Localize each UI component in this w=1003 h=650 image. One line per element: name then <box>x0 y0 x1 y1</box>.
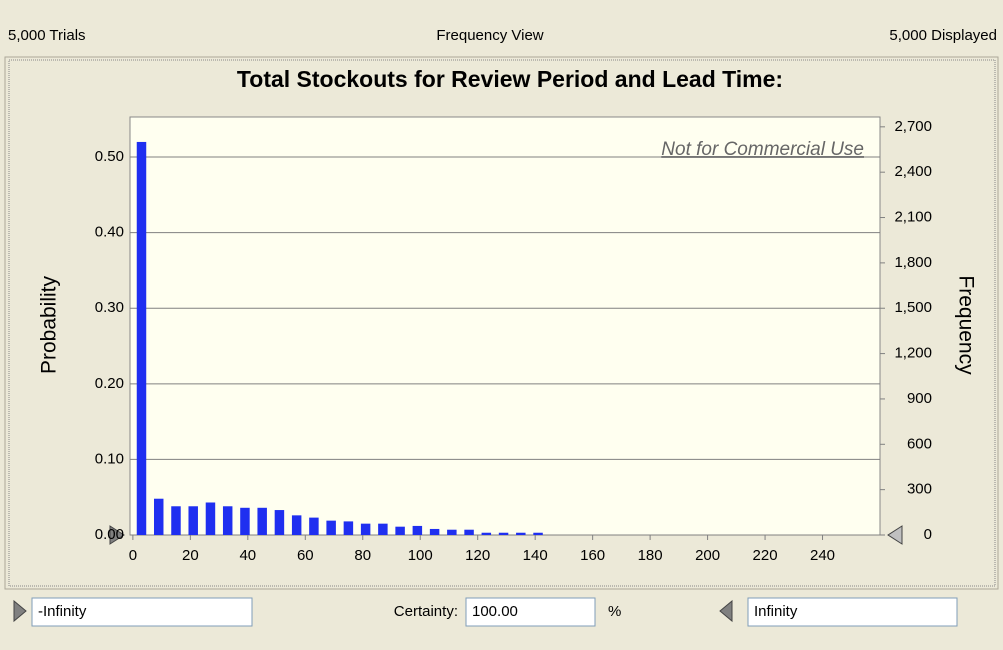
y-axis-label: Probability <box>38 275 61 374</box>
x-tick-label: 40 <box>239 547 256 564</box>
bar <box>240 507 250 535</box>
y2-tick-label: 2,100 <box>894 209 932 226</box>
bar <box>498 532 509 535</box>
bar <box>222 506 233 535</box>
y-tick-label: 0.40 <box>95 224 124 241</box>
y-tick-label: 0.50 <box>95 148 124 165</box>
x-tick-label: 60 <box>297 547 314 564</box>
y2-tick-label: 1,800 <box>894 254 932 271</box>
y2-tick-label: 1,200 <box>894 345 932 362</box>
certainty-unit: % <box>608 603 621 620</box>
x-tick-label: 120 <box>465 547 490 564</box>
bar <box>136 141 147 535</box>
x-tick-label: 0 <box>129 547 137 564</box>
certainty-label: Certainty: <box>394 603 458 620</box>
bar <box>188 506 198 535</box>
y2-axis-label: Frequency <box>954 275 977 375</box>
bar <box>378 523 388 535</box>
upper-arrow[interactable] <box>719 599 733 623</box>
bar <box>326 520 336 535</box>
certainty-input[interactable] <box>465 597 596 627</box>
certainty-value: 100.00 <box>472 603 518 620</box>
bar <box>343 521 354 535</box>
bar <box>447 529 457 535</box>
bar <box>516 532 526 535</box>
y2-tick-label: 2,400 <box>894 163 932 180</box>
x-tick-label: 200 <box>695 547 720 564</box>
lower-input[interactable] <box>31 597 253 627</box>
bar <box>429 528 440 535</box>
upper-marker[interactable] <box>887 525 903 545</box>
y-tick-label: 0.00 <box>95 526 124 543</box>
y2-tick-label: 0 <box>924 526 932 543</box>
upper-value: Infinity <box>754 603 798 620</box>
y2-tick-label: 1,500 <box>894 299 932 316</box>
y2-tick-label: 300 <box>907 481 932 498</box>
x-tick-label: 240 <box>810 547 835 564</box>
x-tick-label: 80 <box>354 547 371 564</box>
bar <box>395 526 405 535</box>
x-tick-label: 220 <box>753 547 778 564</box>
x-tick-label: 160 <box>580 547 605 564</box>
watermark: Not for Commercial Use <box>661 139 864 160</box>
y-tick-label: 0.20 <box>95 375 124 392</box>
bar <box>464 529 474 535</box>
x-tick-label: 180 <box>638 547 663 564</box>
y-tick-label: 0.30 <box>95 299 124 316</box>
bar <box>533 532 543 535</box>
y2-tick-label: 600 <box>907 435 932 452</box>
lower-value: -Infinity <box>38 603 87 620</box>
chart-title: Total Stockouts for Review Period and Le… <box>237 66 783 92</box>
bar <box>291 515 302 535</box>
x-tick-label: 140 <box>523 547 548 564</box>
plot-area <box>129 116 881 536</box>
panel-frame <box>4 56 999 590</box>
bar <box>153 498 164 535</box>
bar <box>360 523 371 535</box>
x-tick-label: 100 <box>408 547 433 564</box>
bar <box>309 517 319 535</box>
trials: 5,000 Trials <box>8 27 86 44</box>
bar <box>205 502 216 535</box>
view-name: Frequency View <box>436 27 543 44</box>
bar <box>412 525 423 535</box>
bar <box>274 510 285 535</box>
y-tick-label: 0.10 <box>95 450 124 467</box>
bar <box>171 506 181 535</box>
upper-input[interactable] <box>747 597 958 627</box>
y2-tick-label: 900 <box>907 390 932 407</box>
bar <box>481 532 492 535</box>
lower-arrow[interactable] <box>13 599 27 623</box>
displayed: 5,000 Displayed <box>889 27 997 44</box>
y2-tick-label: 2,700 <box>894 118 932 135</box>
x-tick-label: 20 <box>182 547 199 564</box>
bar <box>257 507 267 535</box>
lower-marker[interactable] <box>109 525 125 545</box>
